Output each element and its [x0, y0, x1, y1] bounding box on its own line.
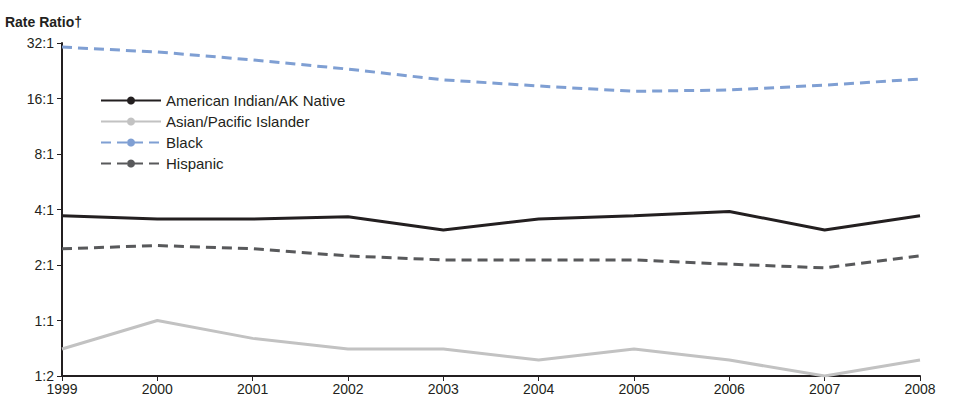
svg-text:2000: 2000 [142, 381, 173, 397]
svg-text:2004: 2004 [523, 381, 554, 397]
svg-text:1999: 1999 [46, 381, 77, 397]
svg-text:16:1: 16:1 [27, 91, 54, 107]
svg-text:2003: 2003 [428, 381, 459, 397]
svg-text:Hispanic: Hispanic [166, 155, 224, 172]
svg-text:2002: 2002 [332, 381, 363, 397]
svg-text:2008: 2008 [904, 381, 935, 397]
svg-text:8:1: 8:1 [35, 146, 55, 162]
svg-text:32:1: 32:1 [27, 35, 54, 51]
svg-text:Black: Black [166, 134, 203, 151]
svg-text:1:1: 1:1 [35, 313, 55, 329]
svg-text:Rate Ratio†: Rate Ratio† [5, 14, 82, 30]
svg-text:2:1: 2:1 [35, 257, 55, 273]
svg-text:4:1: 4:1 [35, 202, 55, 218]
svg-text:Asian/Pacific Islander: Asian/Pacific Islander [166, 113, 309, 130]
svg-text:2001: 2001 [237, 381, 268, 397]
svg-text:2005: 2005 [618, 381, 649, 397]
svg-text:2007: 2007 [809, 381, 840, 397]
svg-text:1:2: 1:2 [34, 368, 54, 384]
svg-text:American Indian/AK Native: American Indian/AK Native [166, 92, 345, 109]
svg-text:2006: 2006 [714, 381, 745, 397]
